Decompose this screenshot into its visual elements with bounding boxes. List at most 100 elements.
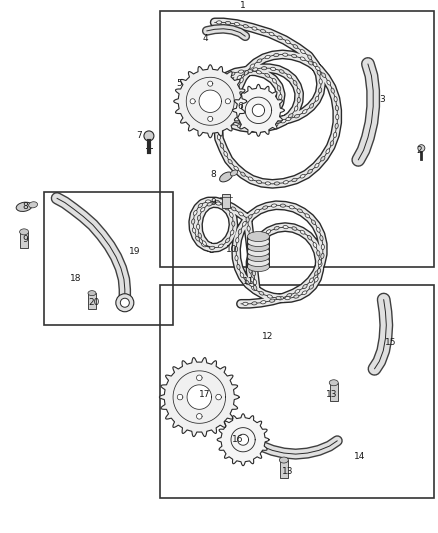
Text: 8: 8 [211,171,217,179]
Ellipse shape [254,242,258,247]
Ellipse shape [321,245,325,249]
Ellipse shape [268,119,273,123]
Text: 3: 3 [379,95,385,104]
Ellipse shape [308,169,312,173]
Ellipse shape [269,32,274,36]
Ellipse shape [20,229,28,235]
Text: 11: 11 [243,278,254,286]
Ellipse shape [271,67,276,70]
Ellipse shape [249,259,252,264]
Ellipse shape [246,217,249,222]
Ellipse shape [309,278,314,282]
Ellipse shape [205,200,211,203]
Text: 17: 17 [199,390,211,399]
Ellipse shape [327,80,331,85]
Ellipse shape [297,209,302,213]
Ellipse shape [261,67,267,70]
Ellipse shape [259,235,263,240]
Ellipse shape [303,110,307,114]
Ellipse shape [247,262,269,272]
Polygon shape [159,358,239,437]
Ellipse shape [231,207,236,211]
Ellipse shape [214,91,218,96]
Ellipse shape [333,132,337,138]
Text: 10: 10 [226,246,237,254]
Ellipse shape [309,285,314,289]
Ellipse shape [292,54,297,58]
Ellipse shape [320,236,323,241]
Ellipse shape [318,88,322,93]
Ellipse shape [255,120,261,123]
Text: 12: 12 [262,332,274,341]
Ellipse shape [308,61,313,65]
Ellipse shape [253,68,258,71]
Polygon shape [237,434,249,445]
Bar [280,460,288,478]
Ellipse shape [314,271,318,275]
Ellipse shape [277,119,282,122]
Ellipse shape [293,80,297,85]
Ellipse shape [245,280,249,285]
Ellipse shape [246,122,251,125]
Ellipse shape [28,202,38,208]
Ellipse shape [207,203,212,206]
Ellipse shape [418,144,425,152]
Ellipse shape [286,40,290,44]
Ellipse shape [232,221,235,227]
Ellipse shape [265,74,270,77]
Ellipse shape [317,228,320,232]
Ellipse shape [252,302,257,305]
Ellipse shape [273,123,278,126]
Polygon shape [216,394,221,400]
Ellipse shape [289,206,294,209]
Ellipse shape [271,111,276,115]
Polygon shape [190,99,195,104]
Ellipse shape [261,29,265,33]
Polygon shape [177,394,183,400]
Ellipse shape [285,296,290,300]
Ellipse shape [313,62,317,67]
Ellipse shape [287,74,292,78]
Text: 14: 14 [354,453,366,461]
Ellipse shape [317,70,321,75]
Ellipse shape [217,83,221,87]
Ellipse shape [294,115,300,118]
Ellipse shape [244,70,248,75]
Ellipse shape [201,243,206,247]
Ellipse shape [297,98,300,103]
Ellipse shape [272,78,276,83]
Polygon shape [197,414,202,419]
Ellipse shape [226,238,230,243]
Ellipse shape [279,457,288,463]
Ellipse shape [236,238,239,243]
Ellipse shape [302,291,307,295]
Polygon shape [199,90,222,112]
Ellipse shape [192,228,196,233]
Ellipse shape [198,233,201,238]
Ellipse shape [120,298,129,307]
Ellipse shape [237,121,243,124]
Polygon shape [233,84,284,136]
Ellipse shape [250,64,254,68]
Ellipse shape [230,72,235,76]
Text: 20: 20 [88,298,100,306]
Ellipse shape [335,124,338,128]
Ellipse shape [223,203,228,206]
Ellipse shape [237,86,240,91]
Ellipse shape [266,230,271,234]
Ellipse shape [210,246,215,249]
Ellipse shape [235,255,238,261]
Ellipse shape [191,219,195,224]
Ellipse shape [294,106,298,111]
Ellipse shape [217,109,221,114]
Ellipse shape [314,277,318,282]
Ellipse shape [226,21,231,25]
Ellipse shape [220,143,224,148]
Ellipse shape [248,215,252,219]
Ellipse shape [214,96,218,101]
Bar [222,195,230,208]
Ellipse shape [230,170,238,176]
Ellipse shape [317,251,320,256]
Ellipse shape [215,99,219,104]
Ellipse shape [237,75,242,79]
